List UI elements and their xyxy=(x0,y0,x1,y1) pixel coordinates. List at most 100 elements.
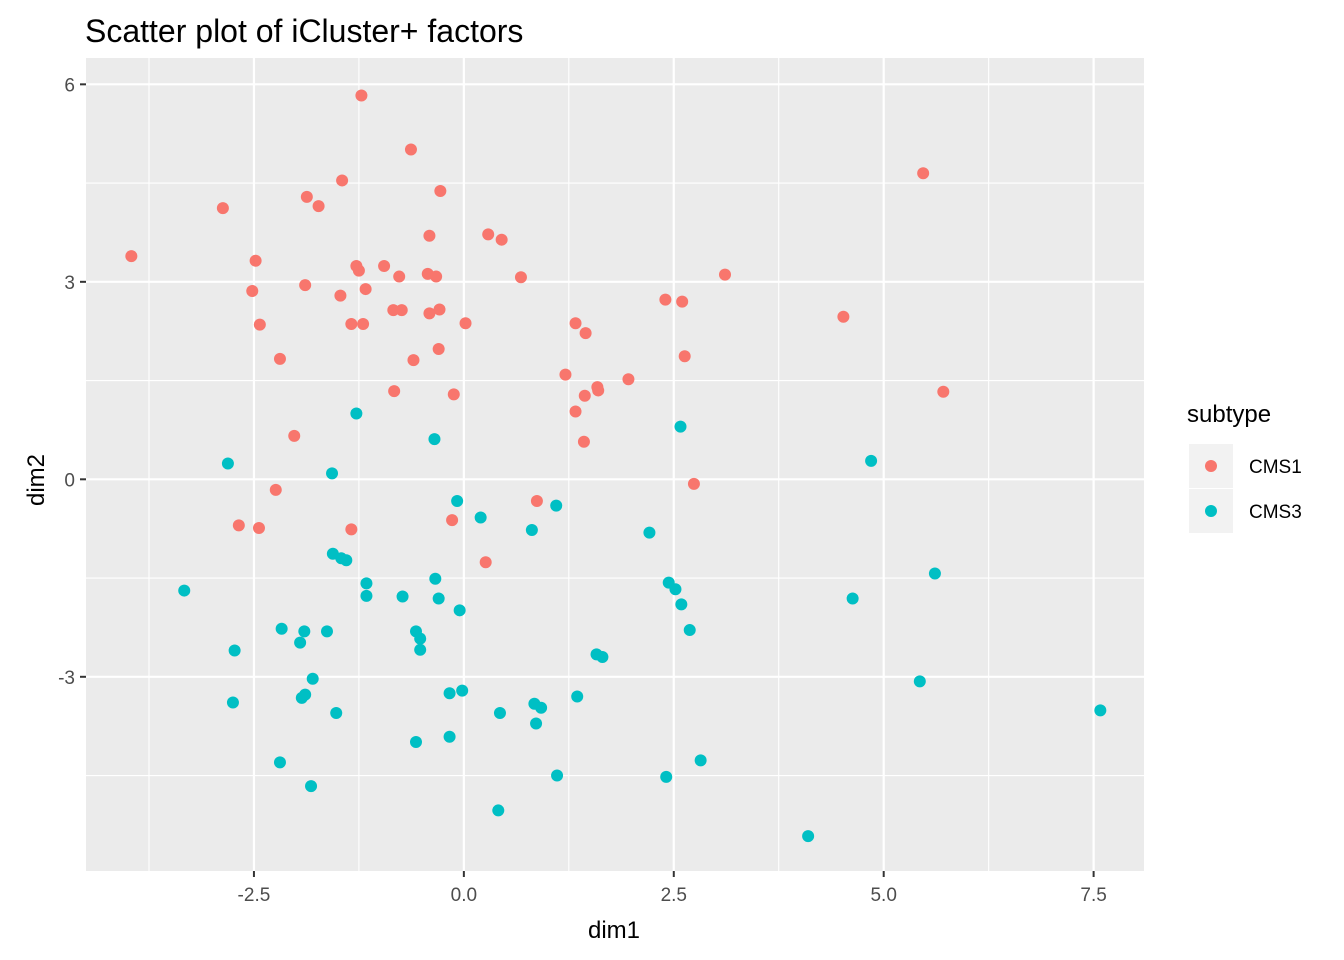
data-point-cms3 xyxy=(846,592,859,605)
data-point-cms1 xyxy=(937,385,950,398)
data-point-cms1 xyxy=(447,388,460,401)
data-point-cms1 xyxy=(718,268,731,281)
data-point-cms3 xyxy=(493,707,506,720)
y-tick-label: 3 xyxy=(64,273,75,294)
plot-panel xyxy=(86,58,1144,871)
x-tick-label: -2.5 xyxy=(238,885,271,906)
data-point-cms1 xyxy=(579,327,592,340)
data-point-cms1 xyxy=(404,143,417,156)
data-point-cms3 xyxy=(675,598,688,611)
data-point-cms1 xyxy=(423,229,436,242)
data-point-cms1 xyxy=(917,167,930,180)
data-point-cms1 xyxy=(482,228,495,241)
data-point-cms1 xyxy=(334,289,347,302)
data-point-cms1 xyxy=(678,350,691,363)
data-point-cms1 xyxy=(246,285,259,298)
major-gridlines xyxy=(86,58,1144,871)
data-point-cms1 xyxy=(345,317,358,330)
data-point-cms3 xyxy=(525,524,538,537)
data-point-cms1 xyxy=(345,523,358,536)
data-point-cms1 xyxy=(232,519,245,532)
data-point-cms1 xyxy=(387,304,400,317)
y-tick-label: -3 xyxy=(58,668,75,689)
data-point-cms3 xyxy=(396,590,409,603)
data-point-cms1 xyxy=(433,303,446,316)
data-point-cms3 xyxy=(360,577,373,590)
data-point-cms1 xyxy=(530,495,543,508)
data-point-cms3 xyxy=(298,625,311,638)
legend-title: subtype xyxy=(1187,401,1271,428)
x-axis-label: dim1 xyxy=(588,917,640,944)
data-point-cms3 xyxy=(221,457,234,470)
data-point-cms1 xyxy=(514,271,527,284)
data-point-cms3 xyxy=(360,589,373,602)
data-point-cms3 xyxy=(432,592,445,605)
minor-gridlines xyxy=(86,58,1144,871)
legend-swatch-cms1 xyxy=(1205,460,1217,472)
data-point-cms1 xyxy=(269,483,282,496)
data-point-cms1 xyxy=(479,556,492,569)
data-point-cms3 xyxy=(551,769,564,782)
data-point-cms3 xyxy=(596,651,609,664)
data-point-cms3 xyxy=(275,622,288,635)
data-point-cms1 xyxy=(273,352,286,365)
data-point-cms1 xyxy=(687,477,700,490)
data-point-cms3 xyxy=(643,526,656,539)
data-point-cms3 xyxy=(330,707,343,720)
data-point-cms3 xyxy=(306,672,319,685)
legend-swatch-cms3 xyxy=(1205,505,1217,517)
data-point-cms3 xyxy=(294,636,307,649)
x-tick-label: 2.5 xyxy=(661,885,687,906)
data-point-cms1 xyxy=(837,310,850,323)
y-tick-label: 0 xyxy=(64,470,75,491)
x-tick-label: 0.0 xyxy=(451,885,477,906)
data-point-cms1 xyxy=(253,318,266,331)
data-point-cms1 xyxy=(423,307,436,320)
data-point-cms1 xyxy=(359,283,372,296)
data-point-cms3 xyxy=(456,684,469,697)
data-point-cms3 xyxy=(273,756,286,769)
data-point-cms3 xyxy=(683,624,696,637)
data-point-cms1 xyxy=(569,405,582,418)
data-point-cms1 xyxy=(249,254,262,267)
data-point-cms3 xyxy=(299,688,312,701)
data-point-cms1 xyxy=(432,342,445,355)
data-point-cms1 xyxy=(393,270,406,283)
data-point-cms3 xyxy=(428,433,441,446)
data-point-cms1 xyxy=(357,317,370,330)
data-point-cms1 xyxy=(395,304,408,317)
legend: subtype CMS1 CMS3 xyxy=(1187,401,1302,533)
data-point-cms1 xyxy=(352,264,365,277)
data-point-cms3 xyxy=(1094,704,1107,717)
data-point-cms1 xyxy=(559,368,572,381)
data-point-cms1 xyxy=(336,174,349,187)
data-point-cms3 xyxy=(414,643,427,656)
data-point-cms3 xyxy=(409,735,422,748)
data-points xyxy=(125,89,1107,843)
data-point-cms1 xyxy=(434,184,447,197)
data-point-cms1 xyxy=(216,202,229,215)
data-point-cms3 xyxy=(674,420,687,433)
data-point-cms3 xyxy=(530,717,543,730)
data-point-cms3 xyxy=(443,687,456,700)
data-point-cms1 xyxy=(288,429,301,442)
data-point-cms3 xyxy=(669,583,682,596)
data-point-cms3 xyxy=(928,567,941,580)
data-point-cms1 xyxy=(378,260,391,273)
data-point-cms3 xyxy=(320,625,333,638)
data-point-cms3 xyxy=(228,644,241,657)
data-point-cms1 xyxy=(622,373,635,386)
data-point-cms3 xyxy=(453,604,466,617)
data-point-cms3 xyxy=(451,495,464,508)
data-point-cms3 xyxy=(492,804,505,817)
data-point-cms1 xyxy=(578,389,591,402)
data-point-cms1 xyxy=(577,435,590,448)
data-point-cms1 xyxy=(495,233,508,246)
data-point-cms1 xyxy=(659,293,672,306)
data-point-cms1 xyxy=(299,279,312,292)
data-point-cms3 xyxy=(429,572,442,585)
axis-ticks: -2.5 0.0 2.5 5.0 7.5 -3 0 3 6 xyxy=(58,75,1107,906)
data-point-cms3 xyxy=(802,830,815,843)
data-point-cms3 xyxy=(414,632,427,645)
